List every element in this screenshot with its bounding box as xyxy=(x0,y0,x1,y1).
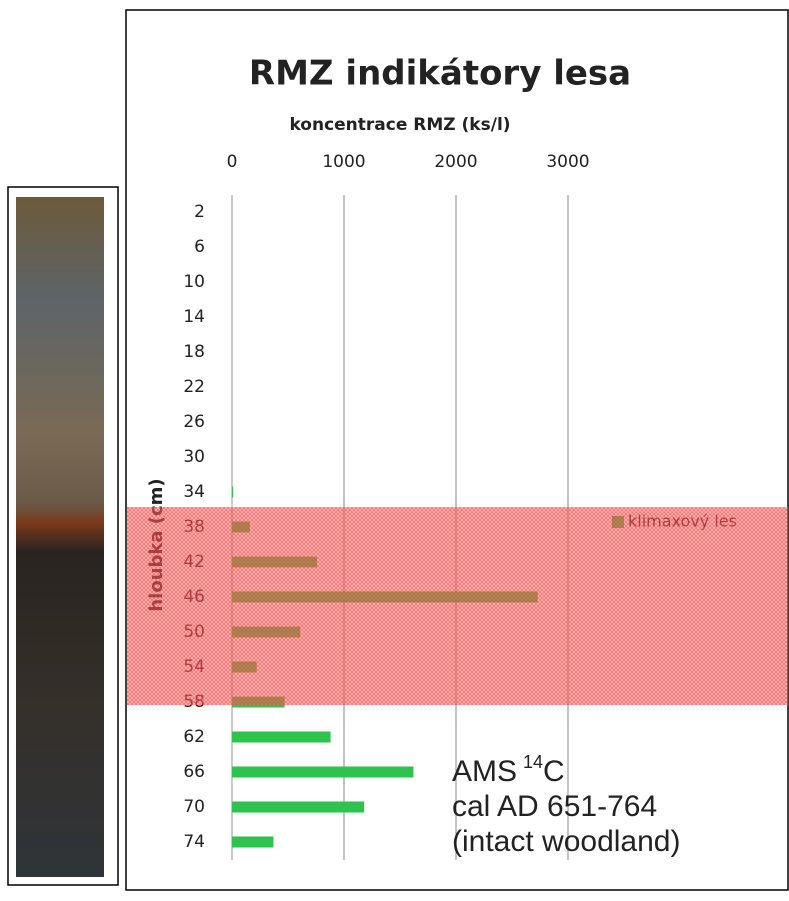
x-axis-label: koncentrace RMZ (ks/l) xyxy=(289,115,510,135)
annotation-text: C xyxy=(543,755,565,788)
x-tick-label: 0 xyxy=(227,152,238,172)
y-tick-label: 2 xyxy=(194,202,205,222)
x-tick-label: 3000 xyxy=(546,152,589,172)
bar xyxy=(232,487,233,498)
y-tick-label: 6 xyxy=(194,237,205,257)
y-tick-label: 30 xyxy=(183,447,205,467)
y-tick-label: 10 xyxy=(183,272,205,292)
y-tick-label: 74 xyxy=(183,832,205,852)
y-tick-label: 18 xyxy=(183,342,205,362)
core-photo xyxy=(16,197,104,877)
y-tick-label: 66 xyxy=(183,762,205,782)
y-tick-label: 22 xyxy=(183,377,205,397)
bar xyxy=(232,837,273,848)
y-tick-label: 34 xyxy=(183,482,205,502)
bar xyxy=(232,732,331,743)
y-tick-label: 26 xyxy=(183,412,205,432)
y-tick-label: 14 xyxy=(183,307,205,327)
annotation-line: cal AD 651-764 xyxy=(452,790,657,823)
bar xyxy=(232,767,413,778)
annotation-line: (intact woodland) xyxy=(452,825,680,858)
annotation-text: AMS xyxy=(452,755,517,788)
figure: RMZ indikátory lesa koncentrace RMZ (ks/… xyxy=(0,0,789,897)
annotation-superscript: 14 xyxy=(523,752,543,772)
x-tick-label: 2000 xyxy=(434,152,477,172)
highlight-zone xyxy=(127,507,788,705)
annotation: AMS 14C xyxy=(452,752,565,788)
chart-title: RMZ indikátory lesa xyxy=(249,54,631,94)
y-tick-label: 62 xyxy=(183,727,205,747)
bar xyxy=(232,802,364,813)
x-tick-label: 1000 xyxy=(322,152,365,172)
y-tick-label: 70 xyxy=(183,797,205,817)
